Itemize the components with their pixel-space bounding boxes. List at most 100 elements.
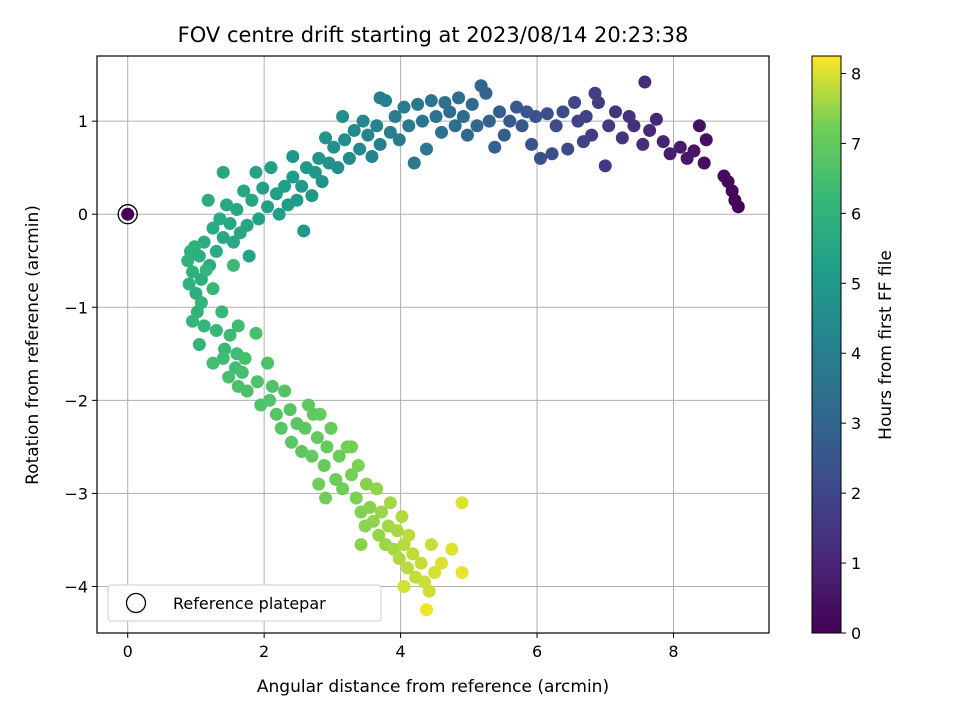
data-point	[370, 119, 384, 133]
reference-point-ring	[117, 204, 138, 225]
data-point	[643, 123, 657, 137]
data-point	[545, 147, 559, 161]
data-point	[438, 96, 452, 110]
data-point	[319, 491, 333, 505]
colorbar-tick-label: 6	[851, 204, 861, 223]
data-point	[373, 91, 387, 105]
reference-point	[117, 204, 138, 225]
data-point	[372, 528, 386, 542]
data-point	[390, 524, 404, 538]
y-tick-label: −3	[64, 484, 88, 503]
data-point	[363, 500, 377, 514]
y-axis-ticks: −4 −3 −2 −1 0 1	[64, 112, 97, 596]
data-point	[235, 365, 249, 379]
data-point	[361, 128, 375, 142]
data-point	[456, 109, 470, 123]
data-point	[353, 142, 367, 156]
data-point	[226, 235, 240, 249]
data-point	[608, 105, 622, 119]
data-point	[533, 151, 547, 165]
data-point	[411, 97, 425, 111]
colorbar	[811, 55, 842, 634]
data-point	[347, 123, 361, 137]
data-point	[344, 468, 358, 482]
data-point	[272, 207, 286, 221]
data-point	[216, 351, 230, 365]
y-tick-label: −1	[64, 298, 88, 317]
colorbar-tick-label: 0	[851, 624, 861, 643]
data-point	[429, 109, 443, 123]
legend-label: Reference platepar	[173, 594, 326, 613]
data-point	[370, 482, 384, 496]
data-point	[199, 263, 213, 277]
data-point	[310, 431, 324, 445]
data-point	[663, 147, 677, 161]
data-point	[306, 407, 320, 421]
data-point	[374, 505, 388, 519]
colorbar-tick-label: 4	[851, 344, 861, 363]
data-point	[213, 212, 227, 226]
data-point	[249, 326, 263, 340]
y-tick-label: 0	[78, 205, 88, 224]
data-point	[295, 179, 309, 193]
data-point	[274, 421, 288, 435]
data-point	[680, 151, 694, 165]
data-point	[474, 79, 488, 93]
data-point	[269, 407, 283, 421]
data-point	[186, 265, 200, 279]
data-point	[256, 181, 270, 195]
data-point	[192, 338, 206, 351]
x-axis-label: Angular distance from reference (arcmin)	[257, 677, 609, 697]
data-point	[388, 109, 402, 123]
y-axis-label: Rotation from reference (arcmin)	[23, 205, 43, 485]
data-point	[549, 119, 563, 133]
x-tick-label: 0	[123, 642, 133, 661]
data-point	[497, 128, 511, 142]
data-point	[206, 356, 220, 370]
x-tick-label: 8	[668, 642, 678, 661]
data-point	[422, 584, 436, 598]
data-point	[295, 445, 309, 459]
data-point	[230, 203, 244, 217]
data-point	[520, 105, 534, 119]
legend-marker	[125, 592, 147, 614]
y-tick-label: −4	[64, 577, 88, 596]
data-point	[420, 142, 434, 156]
data-point	[638, 75, 652, 89]
data-point	[402, 528, 416, 542]
data-point	[354, 538, 368, 552]
data-point	[286, 170, 300, 184]
data-point	[588, 86, 602, 100]
data-point	[697, 156, 711, 170]
data-point	[283, 403, 297, 417]
data-point	[284, 435, 298, 449]
data-point	[206, 282, 220, 296]
data-point	[482, 114, 496, 128]
data-point	[576, 135, 590, 149]
data-point	[216, 165, 230, 179]
legend: Reference platepar	[107, 584, 382, 622]
x-tick-label: 6	[532, 642, 542, 661]
data-point	[556, 105, 570, 119]
data-point	[365, 150, 379, 164]
data-point	[249, 165, 263, 179]
data-point	[460, 128, 474, 142]
data-point	[342, 151, 356, 165]
data-point	[561, 142, 575, 156]
data-point	[510, 100, 524, 114]
y-tick-label: −2	[64, 391, 88, 410]
data-point	[286, 150, 300, 164]
data-point	[278, 384, 292, 398]
data-point	[649, 112, 663, 126]
data-point	[525, 137, 539, 151]
data-point	[201, 193, 215, 207]
data-point	[206, 221, 220, 235]
data-point	[673, 140, 687, 154]
data-point	[488, 140, 502, 154]
data-point	[349, 491, 363, 505]
colorbar-label: Hours from first FF file	[876, 250, 896, 440]
colorbar-ticks: 0 1 2 3 4 5 6 7 8	[841, 64, 861, 643]
data-point	[336, 109, 350, 123]
data-point	[699, 133, 713, 147]
